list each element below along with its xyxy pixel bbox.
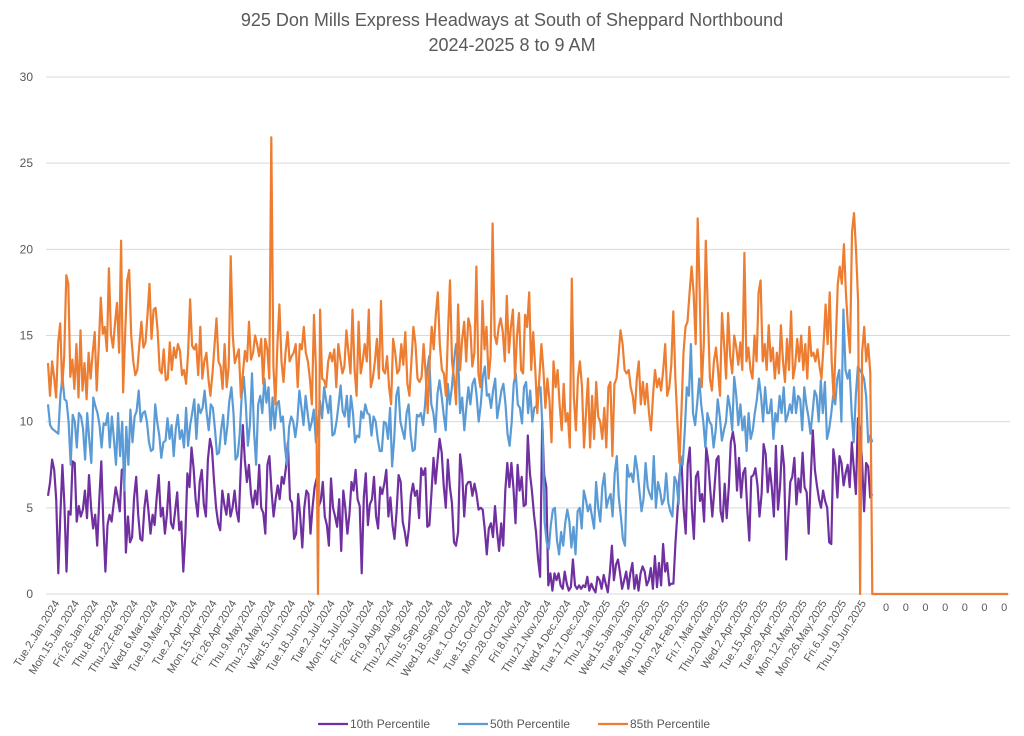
y-tick-label: 10 [20, 415, 34, 429]
series-line-10th-percentile [46, 417, 874, 594]
x-tick-label: 0 [942, 602, 948, 614]
x-tick-label: 0 [922, 602, 928, 614]
series-line-85th-percentile [46, 136, 1008, 596]
y-tick-label: 30 [20, 70, 34, 84]
y-tick-label: 5 [26, 501, 33, 515]
legend-item: 10th Percentile [318, 717, 430, 731]
legend-label: 50th Percentile [490, 717, 570, 731]
chart-title: 925 Don Mills Express Headways at South … [241, 10, 783, 30]
x-axis-ticks: Tue.2.Jan.2024Mon.15.Jan.2024Fri.26.Jan.… [12, 598, 1007, 679]
legend: 10th Percentile 50th Percentile 85th Perce… [318, 717, 710, 731]
legend-item: 50th Percentile [458, 717, 570, 731]
legend-label: 85th Percentile [630, 717, 710, 731]
y-tick-label: 0 [26, 587, 33, 601]
x-tick-label: 0 [962, 602, 968, 614]
y-tick-label: 15 [20, 329, 34, 343]
series-line-50th-percentile [46, 308, 874, 556]
legend-label: 10th Percentile [350, 717, 430, 731]
x-tick-label: 0 [883, 602, 889, 614]
x-tick-label: 0 [903, 602, 909, 614]
y-axis-ticks: 0 5 10 15 20 25 30 [20, 70, 34, 601]
legend-item: 85th Percentile [598, 717, 710, 731]
x-tick-label: 0 [1001, 602, 1007, 614]
y-tick-label: 25 [20, 156, 34, 170]
chart-subtitle: 2024-2025 8 to 9 AM [428, 35, 595, 55]
y-tick-label: 20 [20, 242, 34, 256]
x-tick-label: 0 [981, 602, 987, 614]
series-lines [46, 136, 1008, 596]
